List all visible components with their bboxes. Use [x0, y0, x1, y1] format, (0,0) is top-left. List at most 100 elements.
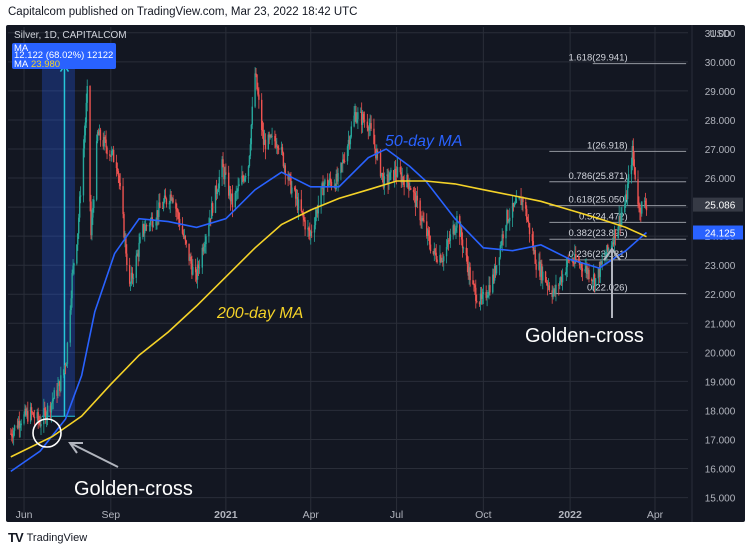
fib-level-label: 0(22.026) — [587, 282, 628, 293]
candle-body — [125, 236, 127, 254]
candle-body — [63, 365, 66, 370]
candle-body — [196, 264, 199, 280]
candle-body — [176, 208, 178, 212]
candle-body — [600, 261, 602, 265]
chart-panel[interactable]: 1.618(29.941) 1(26.918) 0.786(25.871) 0.618… — [6, 25, 745, 522]
candle-body — [541, 263, 543, 281]
ma200-line — [10, 180, 647, 458]
candle-body — [546, 282, 549, 287]
candle-body — [242, 175, 244, 179]
brand-name[interactable]: TradingView — [26, 531, 88, 544]
candle-body — [18, 421, 21, 428]
candle-body — [336, 173, 338, 182]
candle-body — [152, 225, 154, 227]
candle-body — [324, 179, 326, 185]
candle-body — [60, 375, 62, 391]
candle-body — [168, 203, 170, 205]
candle-body — [428, 235, 431, 245]
candle-body — [86, 85, 88, 103]
y-tick-label: 21.000 — [705, 319, 736, 330]
candle-body — [211, 203, 213, 219]
candle-body — [342, 159, 344, 164]
candle-body — [287, 175, 289, 180]
candle-body — [366, 121, 369, 128]
candle-body — [373, 128, 375, 145]
candle-body — [403, 180, 405, 188]
candle-body — [415, 195, 418, 207]
candle-body — [228, 189, 231, 196]
candle-body — [591, 279, 593, 282]
candle-body — [111, 149, 114, 151]
candle-body — [462, 247, 465, 249]
candle-body — [235, 191, 237, 193]
candle-body — [509, 217, 511, 221]
y-tick-label: 18.000 — [705, 406, 736, 417]
moving-averages — [10, 148, 648, 473]
legend-symbol[interactable]: Silver, 1D, CAPITALCOM — [14, 30, 127, 41]
candle-body — [104, 136, 106, 140]
candle-body — [315, 209, 318, 217]
candle-body — [396, 167, 399, 177]
candle-body — [626, 183, 629, 200]
candle-body — [443, 256, 445, 262]
x-tick-label: Apr — [647, 509, 664, 521]
annotations: Golden-cross Golden-cross 50-day MA 200-… — [32, 133, 644, 500]
candle-body — [499, 245, 502, 258]
candle-body — [181, 225, 184, 234]
x-tick-label: 2022 — [558, 509, 582, 521]
candle-body — [594, 278, 597, 287]
candle-body — [175, 202, 177, 209]
candle-body — [274, 135, 276, 142]
candle-body — [502, 234, 504, 239]
candle-body — [161, 207, 164, 209]
candle-body — [158, 202, 160, 217]
candle-body — [592, 280, 594, 282]
candle-body — [507, 210, 509, 222]
candle-body — [361, 113, 364, 125]
candle-body — [159, 202, 161, 208]
y-tick-label: 15.000 — [705, 494, 736, 505]
candle-body — [210, 218, 212, 220]
candle-body — [561, 274, 564, 283]
candle-body — [320, 187, 322, 206]
candle-body — [495, 265, 498, 274]
tradingview-logo-icon[interactable]: TV — [8, 530, 24, 545]
price-chart[interactable]: 1.618(29.941) 1(26.918) 0.786(25.871) 0.618… — [6, 25, 745, 522]
candle-body — [19, 425, 21, 428]
candle-body — [12, 430, 15, 438]
candle-body — [243, 178, 245, 182]
candle-body — [625, 194, 627, 204]
candle-body — [258, 94, 260, 100]
candle-body — [447, 240, 450, 242]
candle-body — [434, 248, 436, 253]
candle-body — [500, 245, 502, 246]
candle-body — [328, 178, 331, 184]
candle-body — [538, 261, 540, 270]
candle-body — [513, 203, 516, 207]
candle-body — [566, 259, 568, 268]
candle-body — [514, 203, 517, 204]
candle-body — [412, 189, 415, 193]
candle-body — [617, 226, 619, 239]
candle-body — [634, 167, 636, 180]
x-tick-label: Apr — [303, 509, 320, 521]
candle-body — [369, 123, 371, 127]
candle-body — [310, 231, 313, 233]
candle-body — [267, 134, 270, 150]
candle-body — [426, 230, 429, 236]
candle-body — [621, 212, 623, 216]
candle-body — [27, 411, 29, 422]
candle-body — [65, 363, 68, 367]
candle-body — [182, 233, 185, 237]
candle-body — [190, 256, 192, 264]
fib-level-label: 1.618(29.941) — [568, 53, 627, 64]
candle-body — [539, 261, 541, 277]
candle-body — [592, 274, 595, 281]
candle-body — [489, 285, 491, 293]
candle-body — [389, 172, 391, 181]
candle-body — [53, 390, 55, 400]
candle-body — [91, 217, 93, 236]
candle-body — [149, 219, 152, 226]
candle-body — [624, 203, 626, 213]
candle-body — [231, 193, 234, 208]
